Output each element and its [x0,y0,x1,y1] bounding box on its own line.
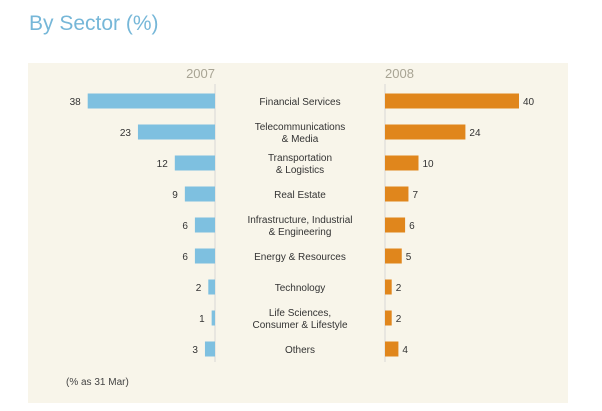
label-2007: 3 [192,345,198,356]
label-2007: 1 [199,314,205,325]
bar-2007 [204,341,215,357]
category-label: Technology [275,283,326,294]
bar-2008 [385,310,392,326]
label-2008: 4 [402,345,408,356]
category-label: Life Sciences, [269,308,331,319]
bar-2007 [174,155,215,171]
bar-2008 [385,93,519,109]
category-label: Transportation [268,153,332,164]
category-label: & Engineering [269,227,332,238]
category-label: & Media [282,134,319,145]
chart-panel [28,63,568,403]
label-2008: 10 [423,159,435,170]
chart-title: By Sector (%) [29,12,159,35]
category-label: Real Estate [274,190,326,201]
label-2007: 9 [172,190,178,201]
bar-2008 [385,155,419,171]
bar-2007 [208,279,215,295]
category-label: Consumer & Lifestyle [252,320,347,331]
bar-2007 [184,186,215,202]
label-2008: 2 [396,283,402,294]
bar-2008 [385,279,392,295]
bar-2007 [194,217,215,233]
label-2007: 2 [196,283,202,294]
label-2008: 5 [406,252,412,263]
label-2007: 23 [120,128,132,139]
label-2008: 7 [412,190,418,201]
label-2008: 6 [409,221,415,232]
legend-2008: 2008 [385,66,414,81]
chart-note: (% as 31 Mar) [66,377,129,388]
label-2007: 6 [182,252,188,263]
bar-2007 [137,124,215,140]
label-2008: 40 [523,97,535,108]
bar-2007 [194,248,215,264]
bar-2007 [211,310,215,326]
bar-2008 [385,217,406,233]
category-label: & Logistics [276,165,324,176]
legend-2007: 2007 [186,66,215,81]
category-label: Financial Services [259,97,340,108]
category-label: Energy & Resources [254,252,346,263]
label-2007: 12 [157,159,169,170]
category-label: Infrastructure, Industrial [247,215,352,226]
bar-2007 [87,93,215,109]
bar-2008 [385,124,466,140]
bar-2008 [385,186,409,202]
label-2007: 6 [182,221,188,232]
label-2008: 24 [469,128,481,139]
bar-2008 [385,248,402,264]
category-label: Telecommunications [255,122,346,133]
category-label: Others [285,345,315,356]
label-2007: 38 [70,97,82,108]
bar-2008 [385,341,399,357]
label-2008: 2 [396,314,402,325]
